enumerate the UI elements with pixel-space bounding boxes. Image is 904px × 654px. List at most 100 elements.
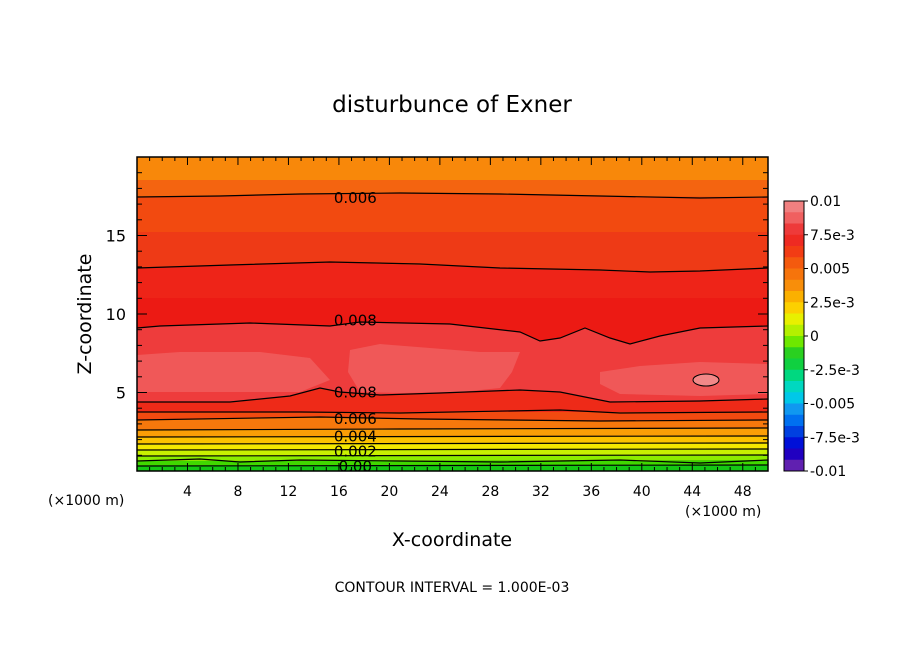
colorbar-swatch [784, 336, 804, 348]
colorbar-swatch [784, 392, 804, 404]
colorbar-swatch [784, 201, 804, 213]
band-yellow-green [137, 449, 768, 456]
colorbar-label: 0.005 [810, 262, 850, 278]
contour-label: 0.006 [334, 189, 377, 207]
colorbar-swatch [784, 291, 804, 303]
contour-lines [137, 192, 768, 467]
band-yellow-orange [137, 436, 768, 444]
colorbar-swatch [784, 437, 804, 449]
x-tick-label: 48 [734, 484, 752, 500]
colorbar-swatch [784, 257, 804, 269]
colorbar-label: -0.005 [810, 397, 855, 413]
colorbar-swatch [784, 358, 804, 371]
band-yellow [137, 443, 768, 450]
colorbar-label: 0.01 [810, 194, 841, 210]
x-axis-label: X-coordinate [392, 529, 512, 551]
x-tick-label: 40 [633, 484, 651, 500]
y-tick-label: 5 [116, 384, 126, 403]
colorbar-label: 2.5e-3 [810, 295, 855, 311]
colorbar-swatch [784, 313, 804, 326]
band-lower-red [137, 388, 768, 412]
x-tick-label: 44 [683, 484, 701, 500]
x-tick-label: 36 [582, 484, 600, 500]
band-red-orange [137, 232, 768, 272]
contour-line-003 [137, 442, 768, 445]
x-tick-label: 32 [532, 484, 550, 500]
colorbar-swatch [784, 212, 804, 224]
x-tick-label: 8 [233, 484, 242, 500]
colorbar-label: 0 [810, 329, 819, 345]
colorbar-swatch [784, 448, 804, 461]
contour-line-006-lower [137, 416, 768, 422]
contour-line-neg-001 [137, 464, 768, 467]
colorbar-labels: 0.01 7.5e-3 0.005 2.5e-3 0 -2.5e-3 -0.005 -7.5e… [804, 194, 860, 480]
band-pink-core-right [348, 344, 520, 393]
contour-label: 0.004 [334, 427, 377, 445]
band-orange-red [137, 193, 768, 232]
band-orange-mid [137, 180, 768, 197]
contour-line-007-upper [137, 261, 768, 273]
contour-label: 0.006 [334, 410, 377, 428]
x-tick-label: 24 [431, 484, 449, 500]
band-light-green [137, 455, 768, 461]
contour-label: 0.00 [339, 457, 372, 475]
contour-line-008-upper [137, 321, 768, 345]
band-lower-orange-red [137, 412, 768, 421]
contour-line-004 [137, 435, 768, 438]
colorbar-label: -2.5e-3 [810, 363, 860, 379]
colorbar-swatch [784, 459, 804, 472]
colorbar-swatch [784, 414, 804, 427]
band-lower-orange [137, 417, 768, 430]
colorbar-swatch [784, 223, 804, 236]
contour-line-007-lower [137, 409, 768, 414]
colorbar-swatch [784, 279, 804, 292]
contour-line-006-upper [137, 192, 768, 199]
x-ticks: 4 8 12 16 20 24 28 32 36 40 44 48 [149, 157, 756, 500]
colorbar-label: -7.5e-3 [810, 430, 860, 446]
colorbar-swatch [784, 246, 804, 258]
colorbar-swatch [784, 369, 804, 382]
x-axis-unit-right: (×1000 m) [685, 504, 761, 520]
contour-interval-note: CONTOUR INTERVAL = 1.000E-03 [335, 580, 570, 596]
colorbar-swatch [784, 381, 804, 393]
colorbar-swatch [784, 234, 804, 247]
colorbar: 0.01 7.5e-3 0.005 2.5e-3 0 -2.5e-3 -0.005 -7.5e… [783, 194, 860, 480]
max-cell [692, 373, 720, 387]
colorbar-label: 7.5e-3 [810, 228, 855, 244]
colorbar-swatch [784, 426, 804, 438]
y-tick-label: 10 [106, 305, 126, 324]
x-tick-label: 16 [330, 484, 348, 500]
y-axis-label: Z-coordinate [74, 254, 96, 375]
band-amber [137, 428, 768, 437]
colorbar-swatch [784, 347, 804, 359]
contour-line-005 [137, 427, 768, 431]
band-pink-core [137, 352, 330, 392]
chart-title: disturbunce of Exner [332, 92, 572, 118]
contour-label: 0.008 [334, 384, 377, 402]
contour-line-002 [137, 448, 768, 451]
x-tick-label: 20 [380, 484, 398, 500]
band-deep-red [137, 298, 768, 344]
colorbar-swatches [784, 201, 804, 472]
colorbar-swatch [784, 302, 804, 314]
colorbar-swatch [784, 403, 804, 416]
colorbar-swatch [784, 268, 804, 281]
band-upper-orange [137, 157, 768, 180]
x-tick-label: 4 [183, 484, 192, 500]
y-tick-label: 15 [106, 227, 126, 246]
band-green [137, 460, 768, 466]
contour-label: 0.002 [334, 442, 377, 460]
x-tick-label: 28 [481, 484, 499, 500]
x-axis-unit-left: (×1000 m) [48, 493, 124, 509]
contour-line-008-lower [137, 387, 768, 403]
colorbar-label: -0.01 [810, 464, 846, 480]
colorbar-swatch [784, 324, 804, 337]
y-ticks: 5 10 15 [106, 172, 768, 456]
x-tick-label: 12 [280, 484, 298, 500]
contour-line-001 [137, 454, 768, 457]
band-pink-core-far [600, 362, 768, 396]
contour-line-000 [137, 458, 768, 464]
